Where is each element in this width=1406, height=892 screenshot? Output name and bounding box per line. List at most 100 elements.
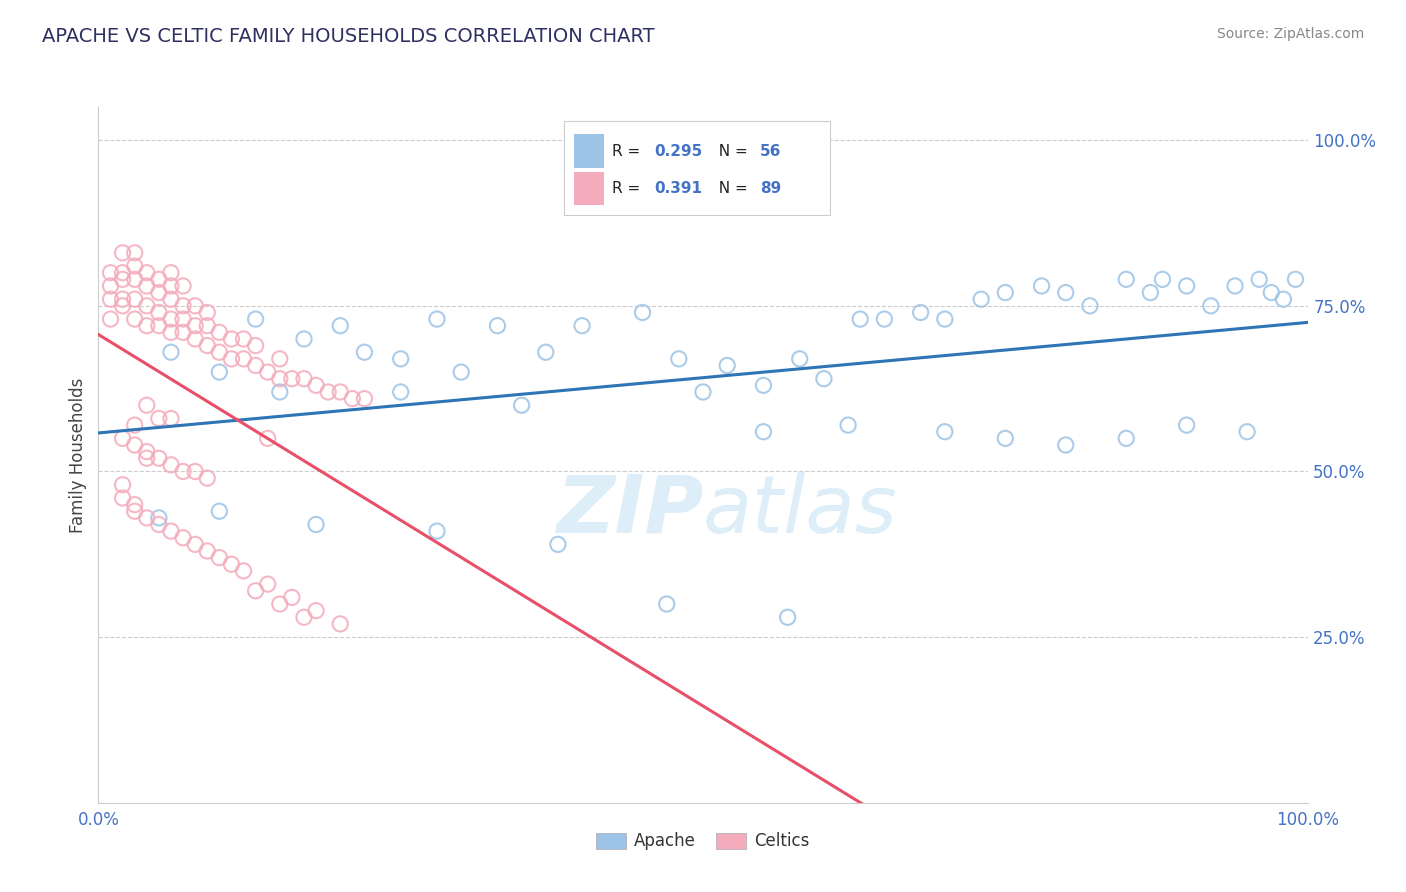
- Point: [281, 372, 304, 386]
- Point: [100, 279, 122, 293]
- Point: [232, 351, 254, 366]
- Point: [329, 384, 352, 399]
- Point: [1284, 272, 1306, 286]
- Point: [148, 272, 170, 286]
- Point: [329, 318, 352, 333]
- Point: [256, 365, 278, 379]
- Point: [873, 312, 896, 326]
- Point: [389, 384, 412, 399]
- Point: [148, 411, 170, 425]
- Point: [111, 292, 134, 306]
- Point: [1054, 285, 1077, 300]
- Point: [160, 345, 183, 359]
- Point: [1139, 285, 1161, 300]
- Text: 0.295: 0.295: [655, 144, 703, 159]
- Point: [184, 332, 207, 346]
- Point: [353, 345, 375, 359]
- Point: [269, 351, 291, 366]
- Point: [195, 471, 218, 485]
- Point: [292, 372, 315, 386]
- Point: [813, 372, 835, 386]
- Point: [245, 583, 267, 598]
- Point: [450, 365, 472, 379]
- Point: [124, 312, 146, 326]
- Point: [1054, 438, 1077, 452]
- Point: [426, 312, 449, 326]
- Point: [232, 332, 254, 346]
- Point: [100, 266, 122, 280]
- Text: 56: 56: [759, 144, 782, 159]
- Point: [292, 332, 315, 346]
- Point: [124, 438, 146, 452]
- Point: [510, 398, 533, 412]
- Bar: [574, 172, 603, 205]
- Point: [160, 279, 183, 293]
- Point: [486, 318, 509, 333]
- Point: [111, 491, 134, 505]
- Point: [329, 616, 352, 631]
- Point: [208, 326, 231, 340]
- Point: [269, 384, 291, 399]
- Point: [716, 359, 738, 373]
- Point: [172, 465, 194, 479]
- Point: [305, 517, 328, 532]
- Legend: Apache, Celtics: Apache, Celtics: [589, 826, 817, 857]
- Point: [269, 597, 291, 611]
- Text: R =: R =: [613, 181, 645, 196]
- Point: [135, 444, 157, 458]
- Point: [1115, 431, 1137, 445]
- Point: [172, 326, 194, 340]
- Point: [111, 266, 134, 280]
- Point: [111, 245, 134, 260]
- Point: [631, 305, 654, 319]
- Point: [172, 299, 194, 313]
- Point: [934, 425, 956, 439]
- Point: [160, 312, 183, 326]
- Point: [305, 604, 328, 618]
- Point: [111, 272, 134, 286]
- Point: [292, 610, 315, 624]
- Point: [148, 305, 170, 319]
- Point: [111, 477, 134, 491]
- Point: [571, 318, 593, 333]
- Point: [111, 299, 134, 313]
- Point: [1236, 425, 1258, 439]
- Point: [692, 384, 714, 399]
- Point: [256, 431, 278, 445]
- Point: [994, 285, 1017, 300]
- Point: [994, 431, 1017, 445]
- Point: [305, 378, 328, 392]
- Text: R =: R =: [613, 144, 645, 159]
- Point: [160, 266, 183, 280]
- Point: [124, 504, 146, 518]
- Point: [426, 524, 449, 538]
- Text: 89: 89: [759, 181, 782, 196]
- Point: [789, 351, 811, 366]
- Point: [100, 292, 122, 306]
- Point: [135, 266, 157, 280]
- Point: [100, 312, 122, 326]
- Point: [1175, 418, 1198, 433]
- Point: [316, 384, 339, 399]
- Point: [970, 292, 993, 306]
- Point: [221, 558, 243, 572]
- Point: [1199, 299, 1222, 313]
- Point: [752, 378, 775, 392]
- Point: [135, 299, 157, 313]
- Text: 0.391: 0.391: [655, 181, 703, 196]
- Point: [776, 610, 799, 624]
- Point: [1249, 272, 1271, 286]
- Text: Source: ZipAtlas.com: Source: ZipAtlas.com: [1216, 27, 1364, 41]
- Point: [245, 338, 267, 352]
- Text: atlas: atlas: [703, 472, 898, 549]
- Point: [135, 511, 157, 525]
- Bar: [574, 135, 603, 168]
- Point: [135, 398, 157, 412]
- Point: [135, 451, 157, 466]
- Point: [160, 524, 183, 538]
- Point: [910, 305, 932, 319]
- Point: [668, 351, 690, 366]
- Point: [1152, 272, 1174, 286]
- Text: N =: N =: [709, 181, 752, 196]
- Point: [148, 511, 170, 525]
